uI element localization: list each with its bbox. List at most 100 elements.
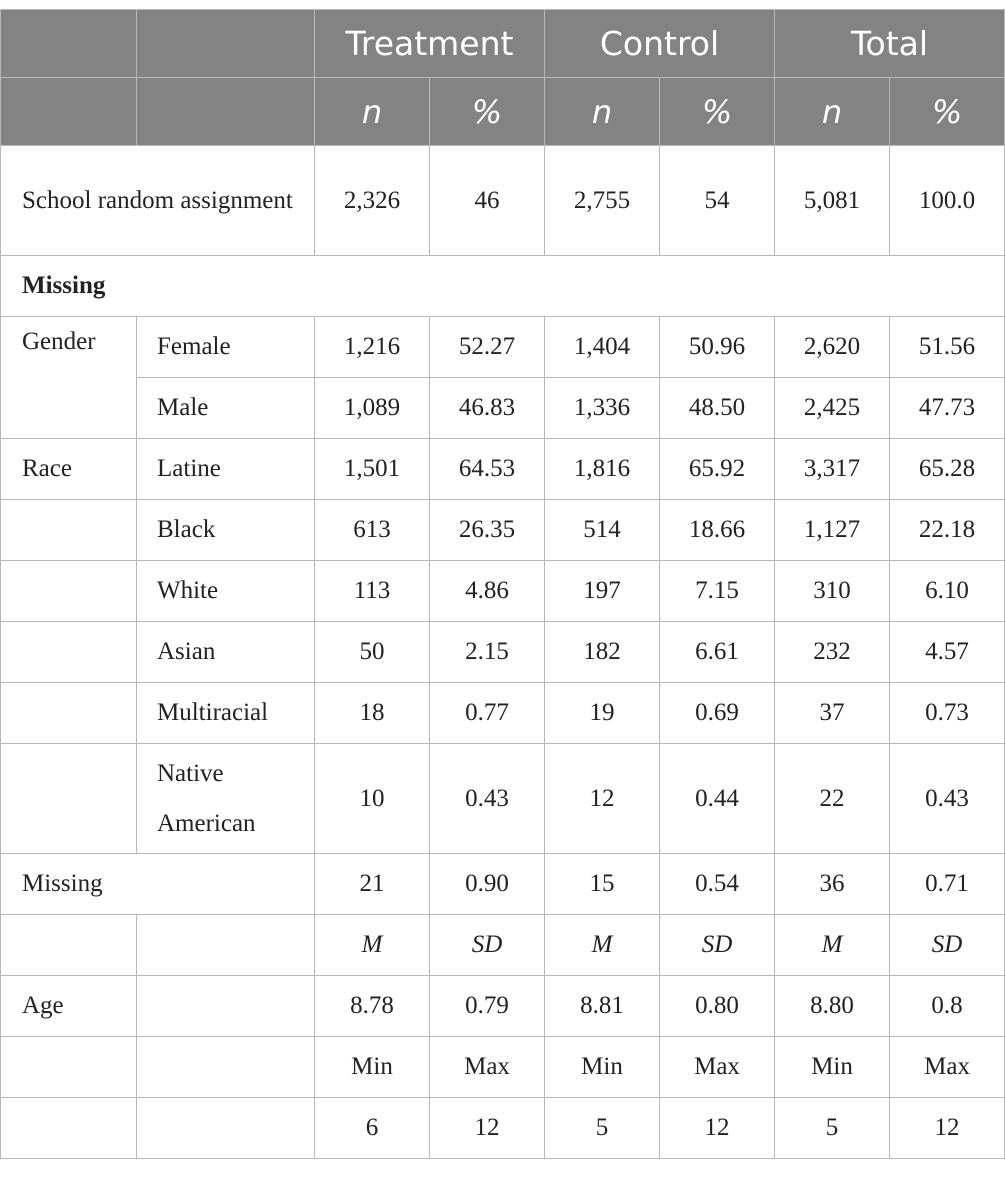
table-cell: 7.15: [659, 560, 776, 622]
table-cell: 4.57: [889, 621, 1005, 683]
table-cell: 6.61: [659, 621, 776, 683]
empty-cell: [0, 914, 137, 976]
table-cell: 1,501: [314, 438, 430, 500]
row-label: Black: [136, 499, 315, 561]
table-cell: 232: [774, 621, 891, 683]
table-cell: 15: [544, 853, 661, 915]
table-cell: 0.69: [659, 682, 776, 744]
table-cell: 22: [774, 743, 891, 854]
table-row: Age 8.78 0.79 8.81 0.80 8.80 0.8: [0, 975, 1005, 1037]
row-label: Missing: [0, 853, 315, 915]
table-cell: 65.92: [659, 438, 776, 500]
table-cell: 5: [774, 1097, 891, 1159]
table-cell: 64.53: [428, 438, 546, 500]
header-treatment: Treatment: [313, 9, 546, 78]
table-cell: 0.71: [889, 853, 1005, 915]
header-blank-cell: [0, 9, 137, 78]
stat-header-row: M SD M SD M SD: [0, 914, 1005, 976]
table-cell: 2,326: [314, 145, 430, 256]
table-cell: 50.96: [659, 316, 776, 378]
table-cell: 2,620: [774, 316, 891, 378]
table-cell: 50: [314, 621, 430, 683]
row-group-label: Gender: [0, 316, 137, 439]
table-cell: 113: [314, 560, 430, 622]
stat-header-cell: SD: [659, 914, 776, 976]
section-label: Missing: [0, 255, 1005, 317]
table-row: Native American 10 0.43 12 0.44 22 0.43: [0, 743, 1005, 854]
table-cell: 52.27: [428, 316, 546, 378]
table-cell: 21: [314, 853, 430, 915]
row-group-label: Race: [0, 438, 137, 500]
table-cell: 310: [774, 560, 891, 622]
table-cell: 12: [889, 1097, 1005, 1159]
table-cell: 18: [314, 682, 430, 744]
group-header-row: Treatment Control Total: [0, 9, 1005, 78]
table-cell: 4.86: [428, 560, 546, 622]
table-cell: 10: [314, 743, 430, 854]
stat-header-cell: Max: [659, 1036, 776, 1098]
table-cell: 19: [544, 682, 661, 744]
stat-header-cell: Max: [428, 1036, 546, 1098]
table-cell: 2,425: [774, 377, 891, 439]
section-row: Missing: [0, 255, 1005, 317]
table-cell: 0.8: [889, 975, 1005, 1037]
empty-cell: [0, 621, 137, 683]
table-cell: 1,089: [314, 377, 430, 439]
subheader-row: n % n % n %: [0, 77, 1005, 146]
table-cell: 46: [428, 145, 546, 256]
table-cell: 65.28: [889, 438, 1005, 500]
table-cell: 8.81: [544, 975, 661, 1037]
table-cell: 22.18: [889, 499, 1005, 561]
stat-header-cell: M: [774, 914, 891, 976]
demographics-table: Treatment Control Total n % n % n % Scho…: [0, 9, 1005, 1159]
table-cell: 0.43: [428, 743, 546, 854]
table-row: Gender Female 1,216 52.27 1,404 50.96 2,…: [0, 316, 1005, 439]
subheader-cell: %: [889, 77, 1005, 146]
stat-header-cell: M: [314, 914, 430, 976]
empty-cell: [0, 560, 137, 622]
empty-cell: [0, 1097, 137, 1159]
table-cell: 46.83: [428, 377, 546, 439]
table-cell: 613: [314, 499, 430, 561]
table-cell: 12: [428, 1097, 546, 1159]
stat-header-row: Min Max Min Max Min Max: [0, 1036, 1005, 1098]
row-label: Asian: [136, 621, 315, 683]
header-total: Total: [774, 9, 1005, 78]
table-cell: 26.35: [428, 499, 546, 561]
table-row: Asian 50 2.15 182 6.61 232 4.57: [0, 621, 1005, 683]
row-label: White: [136, 560, 315, 622]
table-cell: 514: [544, 499, 661, 561]
stat-header-cell: Min: [314, 1036, 430, 1098]
table-row: Black 613 26.35 514 18.66 1,127 22.18: [0, 499, 1005, 561]
empty-cell: [136, 914, 315, 976]
table-cell: 47.73: [889, 377, 1005, 439]
table-cell: 1,216: [314, 316, 430, 378]
table-cell: 1,127: [774, 499, 891, 561]
table-cell: 1,336: [544, 377, 661, 439]
empty-cell: [0, 743, 137, 854]
table-cell: 36: [774, 853, 891, 915]
table-cell: 0.90: [428, 853, 546, 915]
row-label: Native American: [136, 743, 315, 854]
table-cell: 0.73: [889, 682, 1005, 744]
table-cell: 12: [544, 743, 661, 854]
table-cell: 5: [544, 1097, 661, 1159]
stat-header-cell: Min: [544, 1036, 661, 1098]
stat-header-cell: Max: [889, 1036, 1005, 1098]
table-cell: 2,755: [544, 145, 661, 256]
table-row: Missing 21 0.90 15 0.54 36 0.71: [0, 853, 1005, 915]
table-cell: 37: [774, 682, 891, 744]
table-row: Race Latine 1,501 64.53 1,816 65.92 3,31…: [0, 438, 1005, 500]
table-row: White 113 4.86 197 7.15 310 6.10: [0, 560, 1005, 622]
stat-header-cell: Min: [774, 1036, 891, 1098]
empty-cell: [0, 499, 137, 561]
row-label: Multiracial: [136, 682, 315, 744]
table-cell: 0.43: [889, 743, 1005, 854]
subheader-cell: n: [544, 77, 661, 146]
table-cell: 3,317: [774, 438, 891, 500]
table-row: Male 1,089 46.83 1,336 48.50 2,425 47.73: [1, 377, 1005, 439]
table-cell: 100.0: [889, 145, 1005, 256]
table-row: Multiracial 18 0.77 19 0.69 37 0.73: [0, 682, 1005, 744]
row-label: Male: [136, 377, 315, 439]
stat-header-cell: SD: [889, 914, 1005, 976]
